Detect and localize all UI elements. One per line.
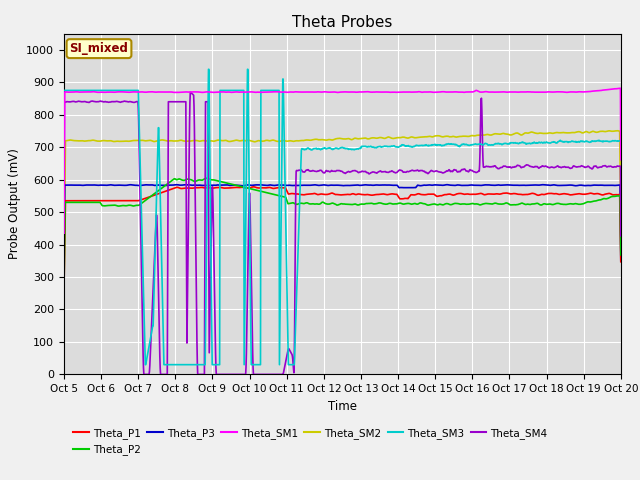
- Legend: Theta_P1, Theta_P2, Theta_P3, Theta_SM1, Theta_SM2, Theta_SM3, Theta_SM4: Theta_P1, Theta_P2, Theta_P3, Theta_SM1,…: [69, 424, 552, 459]
- Title: Theta Probes: Theta Probes: [292, 15, 392, 30]
- X-axis label: Time: Time: [328, 400, 357, 413]
- Text: SI_mixed: SI_mixed: [70, 42, 129, 55]
- Y-axis label: Probe Output (mV): Probe Output (mV): [8, 149, 20, 259]
